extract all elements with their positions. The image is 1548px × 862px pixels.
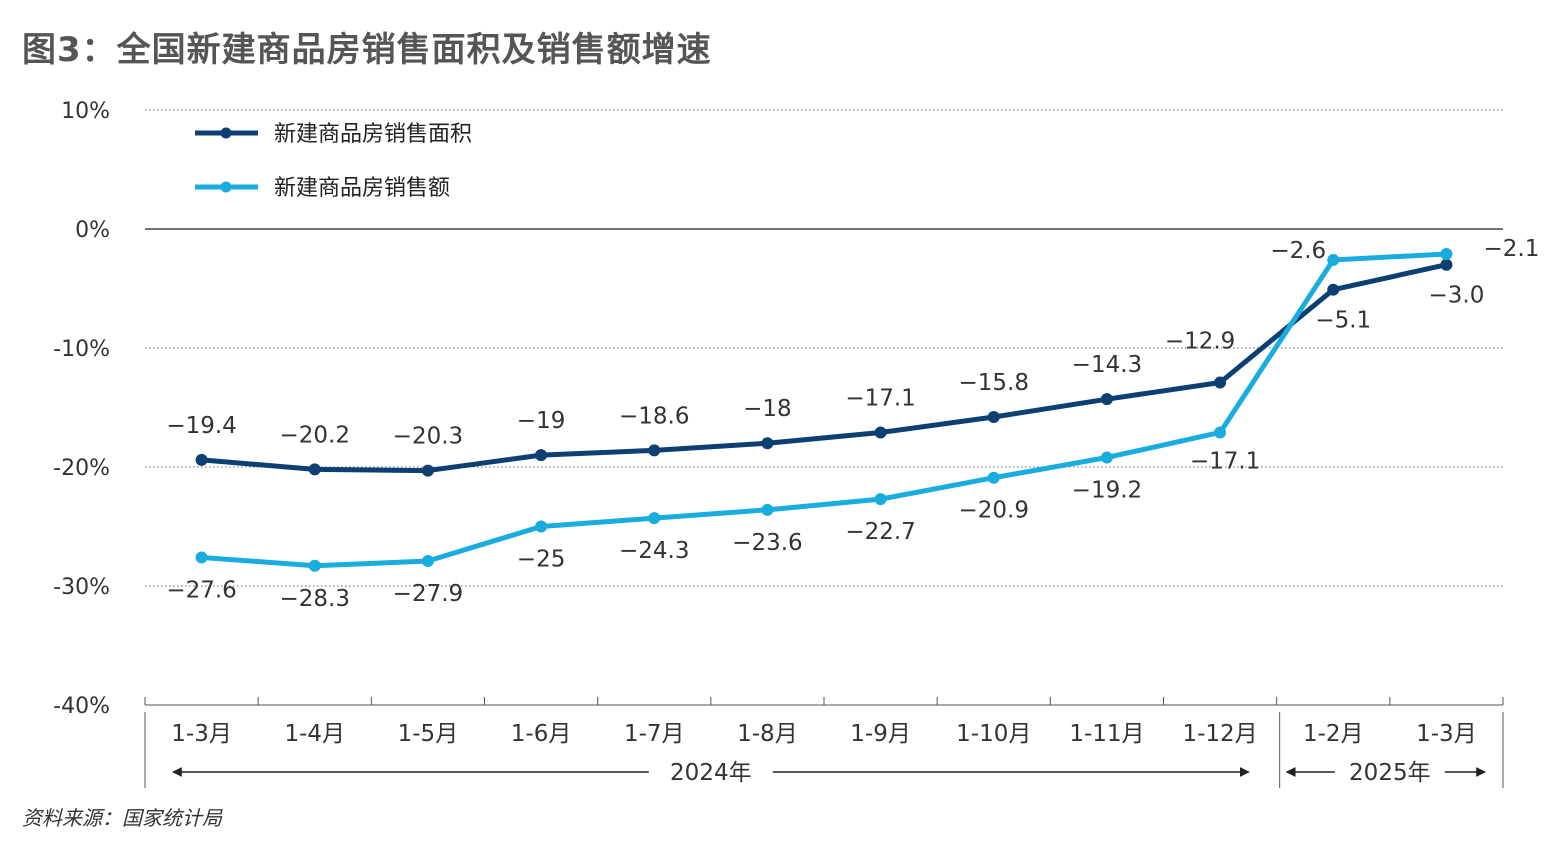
y-tick-label: -10% bbox=[53, 337, 110, 362]
data-label: −23.6 bbox=[732, 530, 802, 556]
data-point bbox=[1327, 283, 1340, 296]
x-tick-label: 1-5月 bbox=[398, 721, 459, 747]
legend-label: 新建商品房销售面积 bbox=[274, 122, 472, 147]
data-point bbox=[1100, 393, 1113, 406]
chart-title: 图3：全国新建商品房销售面积及销售额增速 bbox=[22, 30, 712, 70]
x-tick-label: 1-2月 bbox=[1303, 721, 1364, 747]
legend-marker bbox=[220, 127, 232, 139]
x-tick-label: 1-10月 bbox=[956, 721, 1031, 747]
series-line bbox=[201, 251, 1447, 569]
y-tick-label: 0% bbox=[75, 218, 110, 243]
data-point bbox=[1327, 253, 1340, 266]
x-tick-label: 1-6月 bbox=[511, 721, 572, 747]
data-point bbox=[421, 464, 434, 477]
data-label: −28.3 bbox=[280, 586, 350, 612]
data-label: −2.1 bbox=[1483, 236, 1539, 262]
data-point bbox=[195, 551, 208, 564]
year-label: 2025年 bbox=[1349, 760, 1431, 786]
y-tick-label: -40% bbox=[53, 694, 110, 719]
data-point bbox=[987, 411, 1000, 424]
data-point bbox=[1440, 247, 1453, 260]
data-label: −20.3 bbox=[393, 424, 463, 450]
data-label: −20.2 bbox=[280, 422, 350, 448]
data-label: −3.0 bbox=[1428, 283, 1484, 309]
data-point bbox=[421, 555, 434, 568]
x-tick-label: 1-8月 bbox=[737, 721, 798, 747]
data-point bbox=[987, 471, 1000, 484]
data-point bbox=[874, 493, 887, 506]
data-label: −22.7 bbox=[845, 519, 915, 545]
data-point bbox=[195, 453, 208, 466]
data-point bbox=[535, 449, 548, 462]
data-point bbox=[1440, 258, 1453, 271]
data-label: −2.6 bbox=[1270, 238, 1326, 264]
x-tick-label: 1-12月 bbox=[1182, 721, 1257, 747]
y-tick-label: -30% bbox=[53, 575, 110, 600]
data-label: −27.9 bbox=[393, 581, 463, 607]
data-label: −14.3 bbox=[1072, 352, 1142, 378]
data-point bbox=[535, 520, 548, 533]
data-point bbox=[308, 463, 321, 476]
data-point bbox=[308, 559, 321, 572]
year-label: 2024年 bbox=[670, 760, 752, 786]
data-label: −19.4 bbox=[166, 413, 236, 439]
x-tick-label: 1-3月 bbox=[171, 721, 232, 747]
data-label: −27.6 bbox=[166, 577, 236, 603]
data-label: −17.1 bbox=[1190, 448, 1260, 474]
legend-marker bbox=[220, 181, 232, 193]
data-label: −18 bbox=[743, 396, 792, 422]
data-label: −20.9 bbox=[959, 498, 1029, 524]
data-label: −24.3 bbox=[619, 538, 689, 564]
data-point bbox=[1214, 376, 1227, 389]
source-note: 资料来源：国家统计局 bbox=[22, 806, 222, 830]
x-tick-label: 1-9月 bbox=[850, 721, 911, 747]
data-point bbox=[1100, 451, 1113, 464]
data-point bbox=[648, 512, 661, 525]
data-label: −18.6 bbox=[619, 403, 689, 429]
x-tick-label: 1-7月 bbox=[624, 721, 685, 747]
data-point bbox=[761, 437, 774, 450]
data-label: −25 bbox=[517, 547, 566, 573]
data-label: −19 bbox=[517, 408, 566, 434]
data-label: −12.9 bbox=[1165, 329, 1235, 355]
data-label: −15.8 bbox=[959, 370, 1029, 396]
x-tick-label: 1-3月 bbox=[1416, 721, 1477, 747]
series-line bbox=[201, 262, 1447, 474]
data-label: −19.2 bbox=[1072, 477, 1142, 503]
data-point bbox=[874, 426, 887, 439]
y-tick-label: -20% bbox=[53, 456, 110, 481]
data-point bbox=[648, 444, 661, 457]
x-tick-label: 1-11月 bbox=[1069, 721, 1144, 747]
data-point bbox=[761, 503, 774, 516]
data-label: −5.1 bbox=[1315, 308, 1371, 334]
y-tick-label: 10% bbox=[61, 99, 110, 124]
data-label: −17.1 bbox=[845, 385, 915, 411]
x-tick-label: 1-4月 bbox=[284, 721, 345, 747]
legend-label: 新建商品房销售额 bbox=[274, 176, 450, 201]
data-point bbox=[1214, 426, 1227, 439]
